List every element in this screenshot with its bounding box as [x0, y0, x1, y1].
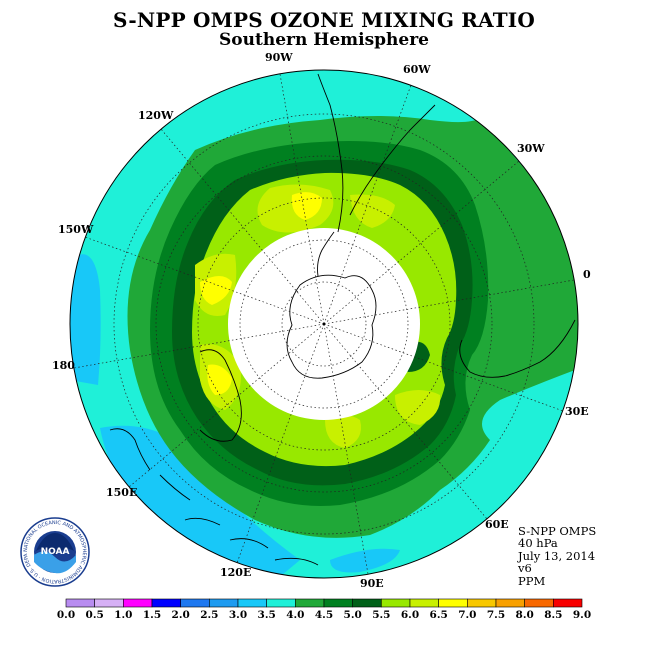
lon-label-90e: 90E — [360, 577, 384, 590]
colorbar-tick-label: 0.0 — [57, 609, 75, 621]
colorbar-tick-label: 7.5 — [487, 609, 505, 621]
colorbar-tick-label: 3.5 — [258, 609, 276, 621]
colorbar-tick-label: 1.5 — [143, 609, 161, 621]
colorbar-swatch — [180, 598, 210, 608]
lon-label-120e: 120E — [220, 566, 251, 579]
australia-coast — [199, 349, 242, 442]
colorbar-swatch — [438, 598, 468, 608]
colorbar-swatch — [237, 598, 267, 608]
colorbar-tick-label: 0.5 — [86, 609, 104, 621]
colorbar-swatch — [65, 598, 95, 608]
colorbar-tick-label: 4.0 — [286, 609, 304, 621]
indonesia-islands — [184, 517, 319, 566]
colorbar-swatch — [352, 598, 382, 608]
colorbar-swatch — [266, 598, 296, 608]
map-border — [69, 69, 579, 579]
colorbar-tick-label: 9.0 — [573, 609, 591, 621]
antarctica-coastline — [286, 274, 377, 379]
lon-label-150e: 150E — [106, 486, 137, 499]
lon-label-150w: 150W — [58, 223, 94, 236]
noaa-logo-text: NOAA — [41, 547, 70, 557]
colorbar-tick-label: 5.0 — [344, 609, 362, 621]
lon-label-30e: 30E — [565, 405, 589, 418]
pole-marker — [322, 322, 326, 326]
colorbar-swatch — [151, 598, 181, 608]
africa-coast — [459, 319, 576, 378]
coastlines — [109, 73, 576, 566]
lon-label-60e: 60E — [485, 518, 509, 531]
lon-label-30w: 30W — [517, 142, 545, 155]
colorbar-tick-label: 3.0 — [229, 609, 247, 621]
ozone-field-6.5-7.0 — [200, 192, 322, 395]
lon-label-90w: 90W — [265, 51, 293, 64]
info-date: July 13, 2014 — [518, 548, 596, 563]
noaa-logo: NATIONAL OCEANIC AND ATMOSPHERIC ADMINIS… — [20, 517, 90, 587]
colorbar-tick-label: 8.0 — [516, 609, 534, 621]
info-block: S-NPP OMPS 40 hPa July 13, 2014 v6 PPM — [518, 525, 596, 587]
lon-label-60w: 60W — [403, 63, 431, 76]
lon-label-0: 0 — [583, 268, 591, 281]
colorbar-swatch — [209, 598, 239, 608]
colorbar-tick-label: 8.5 — [544, 609, 562, 621]
info-version: v6 — [518, 561, 532, 576]
graticule — [73, 73, 575, 575]
lon-label-120w: 120W — [138, 109, 174, 122]
colorbar-swatch — [409, 598, 439, 608]
colorbar-tick-label: 7.0 — [458, 609, 476, 621]
colorbar-tick-label: 1.0 — [114, 609, 132, 621]
colorbar-tick-label: 2.5 — [200, 609, 218, 621]
colorbar-tick-label: 2.0 — [172, 609, 190, 621]
ozone-field-3.0-3.5-pacific — [100, 425, 300, 578]
colorbar-swatch — [553, 598, 583, 608]
ozone-field-3.0-3.5-west — [70, 254, 101, 385]
colorbar-swatch — [495, 598, 525, 608]
lon-label-180: 180 — [52, 359, 75, 372]
colorbar-tick-label: 4.5 — [315, 609, 333, 621]
colorbar-swatch — [524, 598, 554, 608]
colorbar-swatch — [123, 598, 153, 608]
colorbar-swatch — [295, 598, 325, 608]
colorbar-tick-label: 5.5 — [372, 609, 390, 621]
new-zealand-coast — [109, 428, 191, 501]
info-units: PPM — [518, 573, 546, 588]
antarctic-peninsula — [317, 231, 335, 277]
colorbar-swatch — [94, 598, 124, 608]
colorbar-swatch — [381, 598, 411, 608]
page-title: S-NPP OMPS OZONE MIXING RATIO — [113, 8, 535, 32]
colorbar-tick-label: 6.0 — [401, 609, 419, 621]
info-instrument: S-NPP OMPS — [518, 524, 597, 538]
colorbar-swatch — [467, 598, 497, 608]
page-subtitle: Southern Hemisphere — [219, 30, 429, 50]
colorbar-tick-label: 6.5 — [430, 609, 448, 621]
info-pressure: 40 hPa — [518, 536, 558, 551]
colorbar-swatch — [323, 598, 353, 608]
ozone-field-3.0-3.5-south — [330, 548, 400, 573]
